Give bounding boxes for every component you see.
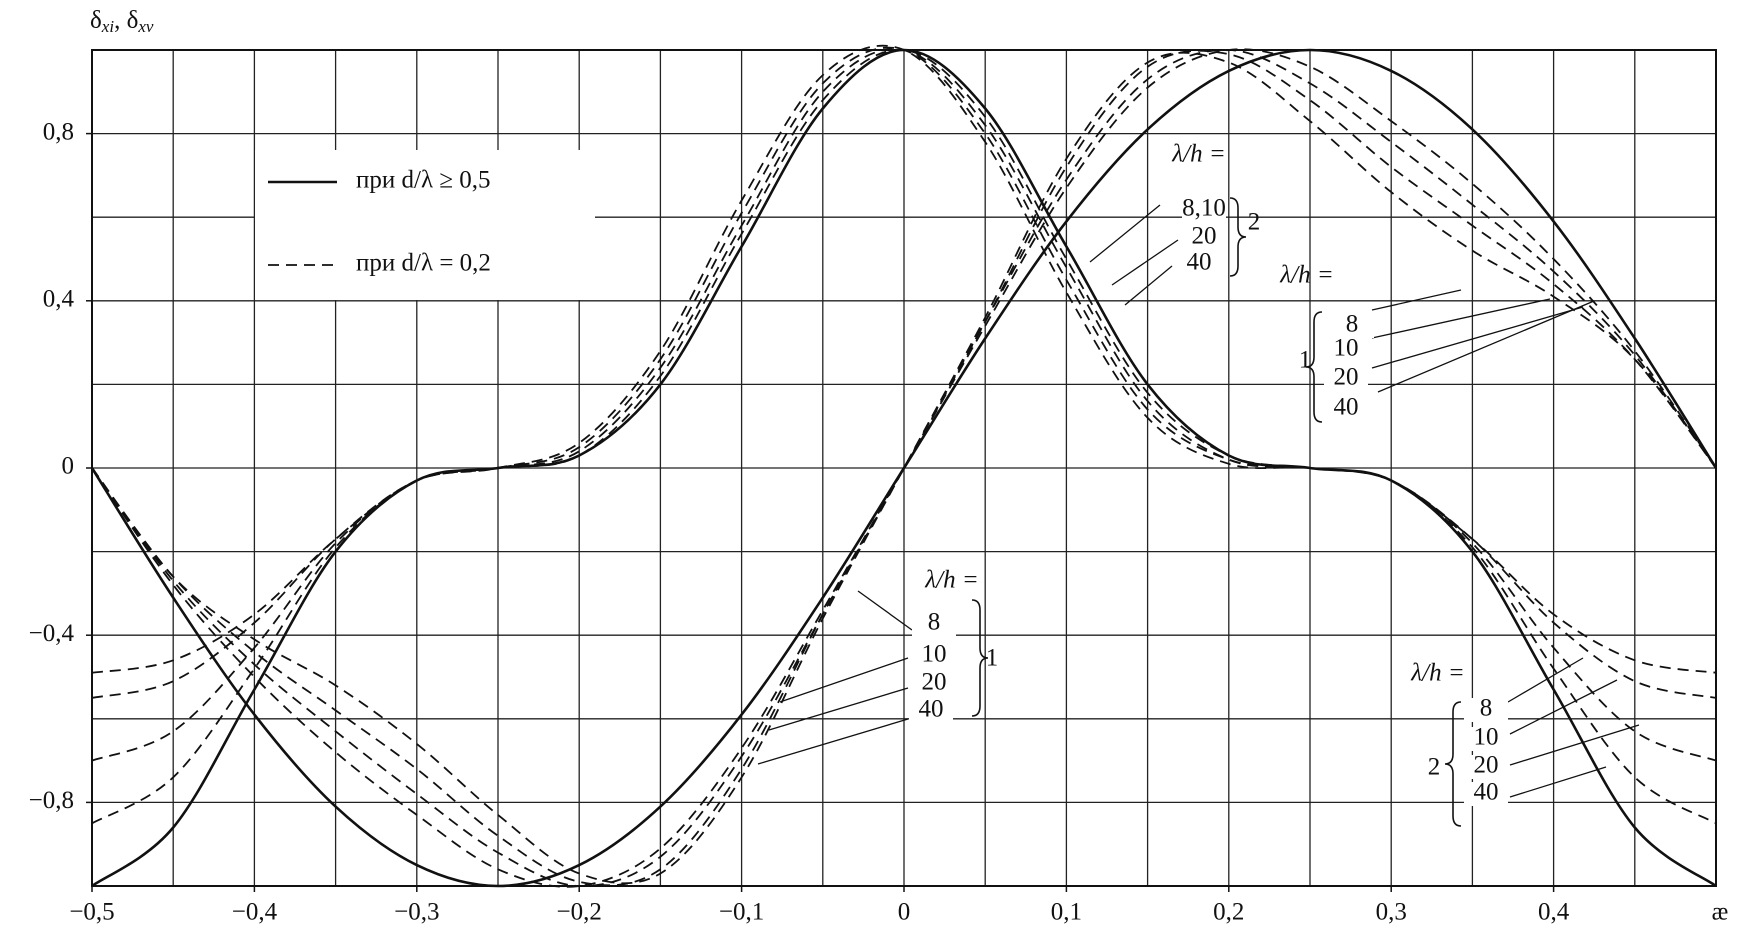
annotation-title: λ/h = (1279, 262, 1333, 289)
annotation-item: 10 (922, 641, 947, 668)
dashed-curve (91, 49, 1717, 887)
dashed-curve (91, 48, 1717, 825)
leader-line (1507, 657, 1584, 703)
annotation-bg (1464, 727, 1508, 751)
annotation-item: 40 (1187, 249, 1212, 276)
solid-curve (90, 48, 1718, 888)
leader-line (768, 687, 909, 731)
annotation-group: 2 (1428, 754, 1441, 781)
x-tick-label: 0 (898, 899, 911, 926)
annotation-bg (1464, 782, 1508, 806)
legend-label: при d/λ ≥ 0,5 (356, 167, 491, 194)
x-tick-label: 0,2 (1213, 899, 1244, 926)
y-tick-label: −0,8 (29, 787, 74, 814)
x-tick-label: −0,1 (719, 899, 764, 926)
annotation-bg (1324, 338, 1368, 362)
legend-label: при d/λ = 0,2 (356, 250, 491, 277)
brace (971, 599, 989, 717)
annotation-item: 40 (1474, 779, 1499, 806)
legend-box (255, 150, 595, 300)
leader-line (779, 657, 909, 703)
annotation-bg (912, 672, 956, 696)
y-axis-label: δxi, δxv (90, 7, 154, 36)
y-tick-label: 0,4 (43, 286, 75, 313)
annotation-bg (1464, 755, 1508, 779)
annotation-item: 8 (928, 609, 941, 636)
y-axis-label-subscript: xv (137, 17, 154, 36)
y-axis-label-part: , δ (114, 7, 138, 34)
annotation-group: 1 (986, 645, 999, 672)
x-tick-label: −0,3 (394, 899, 439, 926)
annotation-bg (912, 612, 956, 636)
y-tick-label: −0,4 (29, 620, 75, 647)
leader-line (1089, 204, 1161, 263)
annotation-title: λ/h = (1171, 141, 1225, 168)
annotation-item: 20 (1474, 752, 1499, 779)
annotation-bg (1182, 226, 1226, 250)
annotation-item: 10 (1474, 724, 1499, 751)
leader-line (1509, 724, 1640, 766)
dashed-curve (91, 48, 1717, 888)
annotation-item: 8 (1480, 695, 1493, 722)
annotation-bg (1324, 367, 1368, 391)
leader-line (1371, 298, 1551, 339)
x-tick-label: −0,4 (232, 899, 278, 926)
annotation-bg (1182, 198, 1226, 222)
leader-line (1509, 679, 1618, 735)
y-axis-label-part: δ (90, 7, 102, 34)
annotation-item: 20 (1334, 364, 1359, 391)
annotation-item: 40 (919, 696, 944, 723)
x-axis-label: æ (1712, 899, 1729, 926)
annotation-item: 20 (1192, 223, 1217, 250)
brace (1305, 311, 1323, 423)
leader-line (1377, 300, 1595, 393)
annotation-bg (1324, 397, 1368, 421)
y-tick-label: 0,8 (43, 118, 74, 145)
annotation-item: 20 (922, 669, 947, 696)
annotation-item: 8 (1346, 311, 1359, 338)
dashed-curve (91, 51, 1717, 885)
leader-line (857, 590, 913, 631)
leader-line (1124, 265, 1173, 306)
x-tick-label: 0,1 (1051, 899, 1082, 926)
annotation-item: 8,10 (1182, 195, 1226, 222)
annotation-bg (1464, 698, 1508, 722)
leader-line (1371, 289, 1462, 311)
x-tick-label: −0,2 (557, 899, 602, 926)
annotation-title: λ/h = (924, 567, 978, 594)
x-tick-label: −0,5 (69, 899, 114, 926)
brace (1444, 701, 1462, 827)
leader-line (1111, 239, 1179, 286)
annotation-title: λ/h = (1410, 660, 1464, 687)
y-axis-label-subscript: xi (101, 17, 115, 36)
annotation-item: 10 (1334, 335, 1359, 362)
x-tick-label: 0,3 (1376, 899, 1407, 926)
annotation-bg (912, 644, 956, 668)
leader-line (757, 718, 909, 765)
brace (1229, 197, 1247, 277)
y-tick-label: 0 (62, 453, 75, 480)
annotation-bg (1330, 314, 1374, 338)
leader-line (1371, 306, 1584, 369)
annotation-group: 2 (1248, 209, 1261, 236)
annotation-bg (1177, 252, 1221, 276)
annotation-group: 1 (1299, 347, 1312, 374)
dashed-curve (91, 49, 1717, 887)
annotation-bg (909, 699, 953, 723)
leader-line (1509, 766, 1607, 798)
annotation-item: 40 (1334, 394, 1359, 421)
x-tick-label: 0,4 (1538, 899, 1570, 926)
